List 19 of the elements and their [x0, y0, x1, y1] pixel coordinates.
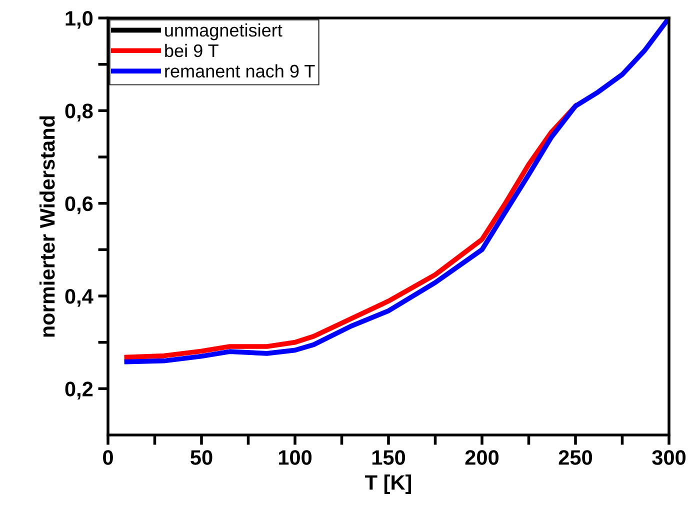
x-tick-label: 150: [372, 450, 406, 465]
y-tick-label: 0,4: [65, 289, 94, 307]
y-tick-label: 0,2: [65, 382, 93, 400]
y-axis-title: normierter Widerstand: [39, 116, 55, 337]
x-tick-label: 300: [652, 450, 686, 465]
y-tick-label: 0,8: [65, 104, 93, 122]
x-tick-label: 250: [558, 450, 592, 465]
legend-label: unmagnetisiert: [165, 23, 282, 40]
x-tick-label: 0: [103, 450, 113, 465]
legend-label: remanent nach 9 T: [165, 64, 315, 78]
legend-label: bei 9 T: [165, 44, 218, 58]
x-tick-label: 200: [465, 450, 499, 465]
y-tick-label: 0,6: [65, 196, 93, 214]
x-tick-label: 100: [278, 450, 312, 465]
x-tick-label: 50: [190, 450, 212, 465]
line-series: [124, 18, 669, 364]
y-tick-label: 1,0: [66, 11, 93, 29]
x-axis-title: T [K]: [365, 474, 412, 494]
line-series: [124, 104, 578, 360]
